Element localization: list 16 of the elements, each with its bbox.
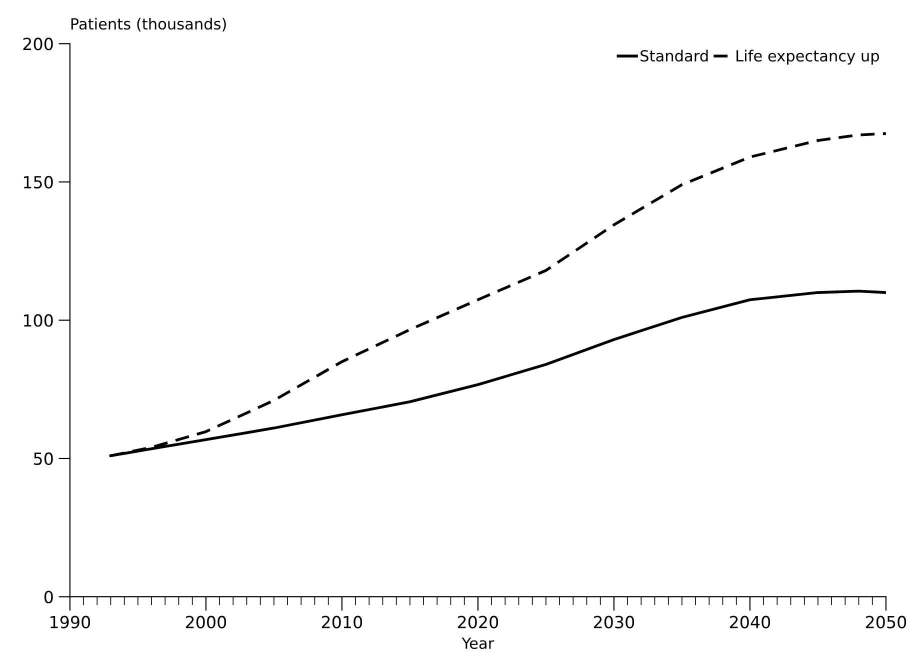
- y-tick-label: 150: [24, 176, 53, 189]
- x-tick-label: 2050: [866, 616, 906, 628]
- y-tick-label: 50: [34, 452, 53, 466]
- legend-label: Life expectancy up: [736, 50, 880, 65]
- x-axis-title: Year: [462, 638, 494, 649]
- legend-label: Standard: [640, 50, 708, 62]
- x-tick-label: 2000: [186, 616, 226, 628]
- y-tick-label: 200: [23, 38, 53, 50]
- x-tick-label: 2010: [322, 616, 362, 628]
- x-tick-label: 2040: [730, 616, 770, 628]
- y-axis-title: Patients (thousands): [71, 18, 226, 32]
- y-tick-label: 100: [24, 314, 53, 327]
- x-tick-label: 2020: [458, 616, 498, 628]
- y-tick-label: 0: [44, 590, 53, 604]
- x-tick-label: 1990: [50, 616, 90, 628]
- x-tick-label: 2030: [594, 616, 634, 628]
